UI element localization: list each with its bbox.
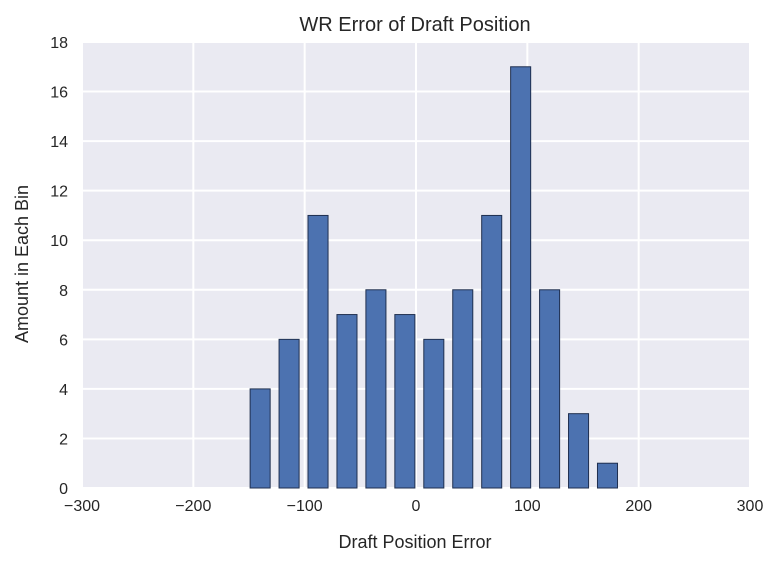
x-tick-labels: −300 −200 −100 0 100 200 300 xyxy=(64,498,763,515)
y-tick-label: 0 xyxy=(59,481,68,498)
grid-lines xyxy=(81,41,751,489)
x-tick-label: 0 xyxy=(412,498,421,515)
histogram-bar xyxy=(307,214,329,489)
histogram-bar xyxy=(568,413,590,489)
y-tick-labels: 0 2 4 6 8 10 12 14 16 18 xyxy=(50,35,68,498)
histogram-bar xyxy=(249,388,271,489)
bars xyxy=(249,66,619,489)
histogram-bar xyxy=(452,289,474,489)
histogram-bar xyxy=(365,289,387,489)
y-axis-label: Amount in Each Bin xyxy=(12,185,32,343)
histogram-bar xyxy=(510,66,532,489)
y-tick-label: 14 xyxy=(50,134,68,151)
chart-title: WR Error of Draft Position xyxy=(299,14,530,36)
histogram-bar xyxy=(336,314,358,489)
histogram-bar xyxy=(596,462,619,489)
x-tick-label: −200 xyxy=(175,498,211,515)
histogram-bar xyxy=(423,338,445,489)
y-tick-label: 2 xyxy=(59,431,68,448)
x-tick-label: 100 xyxy=(514,498,541,515)
x-tick-label: −300 xyxy=(64,498,100,515)
x-tick-label: −100 xyxy=(287,498,323,515)
y-tick-label: 6 xyxy=(59,332,68,349)
histogram-bar xyxy=(278,338,300,489)
histogram-bar xyxy=(539,289,561,489)
y-tick-label: 18 xyxy=(50,35,68,52)
y-tick-label: 12 xyxy=(50,184,68,201)
x-tick-label: 200 xyxy=(625,498,652,515)
x-tick-label: 300 xyxy=(737,498,764,515)
x-axis-label: Draft Position Error xyxy=(338,532,491,552)
y-tick-label: 10 xyxy=(50,233,68,250)
y-tick-label: 16 xyxy=(50,85,68,102)
y-tick-label: 4 xyxy=(59,382,68,399)
histogram-bar xyxy=(481,214,503,489)
histogram-bar xyxy=(394,314,416,489)
y-tick-label: 8 xyxy=(59,283,68,300)
